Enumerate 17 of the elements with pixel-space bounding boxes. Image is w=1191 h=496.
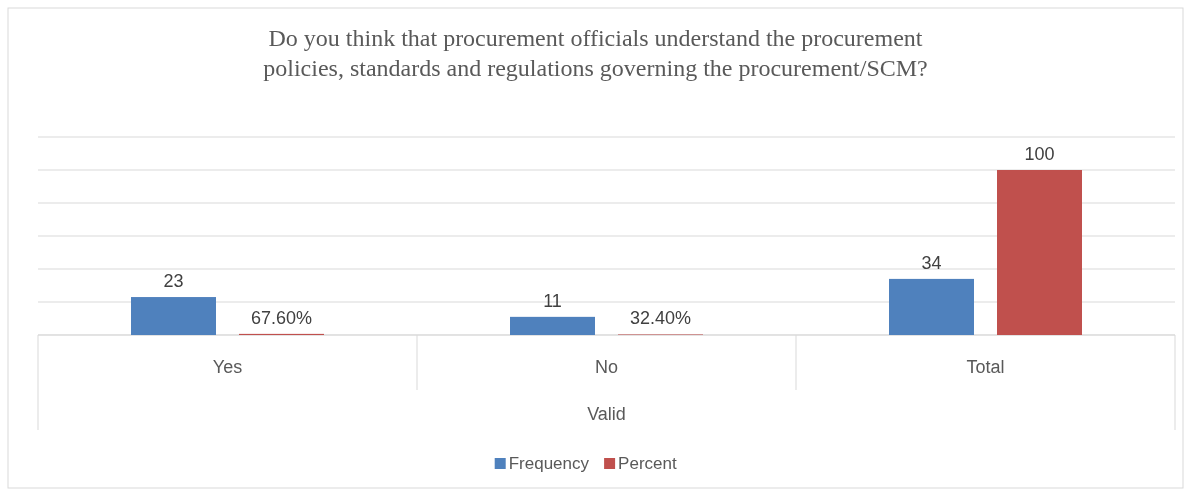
data-label: 32.40% xyxy=(629,308,692,329)
legend-label: Percent xyxy=(618,454,677,473)
bar xyxy=(997,170,1082,335)
bar xyxy=(889,278,974,335)
data-label: 11 xyxy=(543,290,562,311)
x-tick-label: No xyxy=(594,357,619,377)
legend-label: Frequency xyxy=(508,454,590,473)
x-tick-label: Total xyxy=(966,357,1005,377)
data-label: 34 xyxy=(921,252,942,273)
bar xyxy=(510,316,595,335)
bar xyxy=(131,297,216,335)
data-label: 23 xyxy=(163,271,184,292)
chart-title: Do you think that procurement officials understand the procurement policies, standards and regulations governing the procurement/SCM? xyxy=(263,25,928,81)
x-tick-label: Yes xyxy=(212,357,243,377)
x-axis-title: Valid xyxy=(587,404,626,424)
data-label: 100 xyxy=(1024,144,1055,164)
data-label: 67.60% xyxy=(250,307,313,328)
